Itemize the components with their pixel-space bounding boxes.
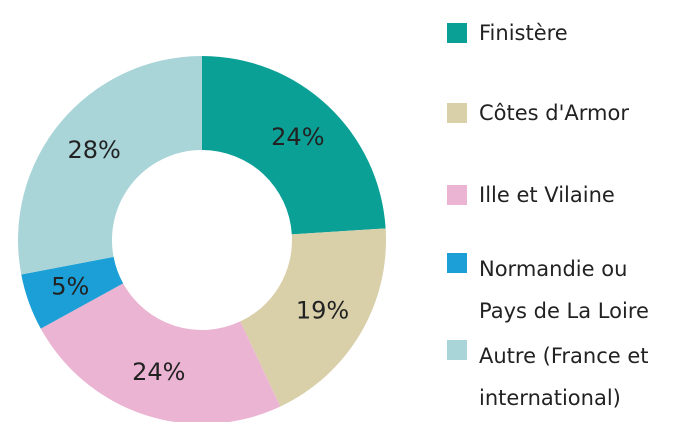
legend-item: Normandie ou Pays de La Loire xyxy=(447,248,669,332)
legend-label: Autre (France et international) xyxy=(479,344,649,410)
legend-item: Finistère xyxy=(447,18,669,48)
donut-slice xyxy=(21,256,124,329)
donut-slice xyxy=(17,56,202,275)
legend-item: Ille et Vilaine xyxy=(447,180,669,210)
legend-swatch xyxy=(447,253,467,273)
legend-item: Côtes d'Armor xyxy=(447,98,669,128)
legend-label: Ille et Vilaine xyxy=(479,183,615,207)
legend-item: Autre (France et international) xyxy=(447,335,669,419)
legend-label: Normandie ou Pays de La Loire xyxy=(479,257,649,323)
donut-slice xyxy=(240,228,386,407)
legend-label: Côtes d'Armor xyxy=(479,101,629,125)
data-label: 19% xyxy=(296,296,349,324)
legend-swatch xyxy=(447,340,467,360)
data-label: 24% xyxy=(271,123,324,151)
legend-swatch xyxy=(447,103,467,123)
data-label: 5% xyxy=(51,272,89,300)
donut-slice xyxy=(202,56,386,235)
legend-swatch xyxy=(447,23,467,43)
donut: 24% 19% 24% 5% 28% xyxy=(17,56,386,422)
data-label: 28% xyxy=(67,136,120,164)
legend-swatch xyxy=(447,185,467,205)
legend-label: Finistère xyxy=(479,21,568,45)
data-label: 24% xyxy=(132,358,185,386)
donut-slice xyxy=(40,283,281,422)
